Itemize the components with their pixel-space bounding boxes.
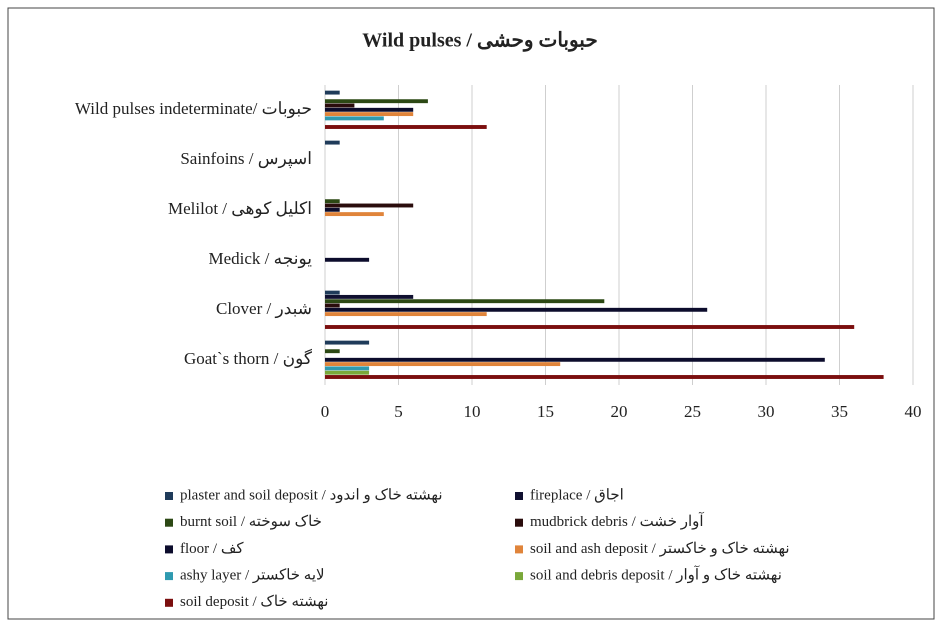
legend-label: fireplace / اجاق — [530, 487, 624, 503]
bar — [325, 370, 370, 375]
x-tick-label: 35 — [831, 402, 848, 421]
bar — [325, 107, 414, 112]
bar — [325, 116, 384, 121]
bar — [325, 140, 340, 145]
bar — [325, 366, 370, 371]
y-tick-label: Clover / شبدر — [216, 299, 312, 319]
x-tick-label: 30 — [758, 402, 775, 421]
bar — [325, 290, 340, 295]
legend-label: soil deposit / نهشته خاک — [180, 594, 328, 610]
bar — [325, 307, 708, 312]
legend-label: plaster and soil deposit / نهشته خاک و ا… — [180, 487, 443, 503]
bar — [325, 303, 340, 308]
bar — [325, 90, 340, 95]
bar — [325, 294, 414, 299]
bar — [325, 349, 340, 354]
chart-title: Wild pulses / حبوبات وحشی — [362, 30, 597, 53]
legend-swatch — [515, 492, 523, 500]
y-tick-label: Melilot / اکلیل کوهی — [168, 199, 312, 219]
y-tick-label: Wild pulses indeterminate/ حبوبات — [75, 99, 312, 119]
y-tick-label: Medick / یونجه — [209, 249, 313, 269]
bar — [325, 375, 884, 379]
bar — [325, 362, 561, 367]
x-tick-label: 0 — [321, 402, 330, 421]
legend-swatch — [515, 545, 523, 554]
bar — [325, 357, 825, 362]
legend-swatch — [165, 598, 173, 607]
legend-swatch — [165, 572, 173, 581]
legend-label: soil and ash deposit / نهشته خاک و خاکست… — [530, 541, 790, 557]
x-tick-label: 40 — [905, 402, 922, 421]
bar — [325, 199, 340, 204]
bar — [325, 212, 384, 217]
x-tick-label: 15 — [537, 402, 554, 421]
bar — [325, 125, 487, 129]
legend-swatch — [515, 518, 523, 527]
bar — [325, 312, 487, 317]
bar — [325, 203, 414, 208]
bar — [325, 99, 428, 104]
legend-swatch — [165, 545, 173, 554]
legend-label: soil and debris deposit / نهشته خاک و آو… — [530, 566, 782, 584]
bar — [325, 257, 370, 262]
bar — [325, 112, 414, 117]
legend-swatch — [165, 492, 173, 500]
x-tick-label: 10 — [464, 402, 481, 421]
bar — [325, 340, 370, 345]
legend-label: mudbrick debris / آوار خشت — [530, 512, 704, 530]
y-tick-label: Sainfoins / اسپرس — [180, 149, 312, 169]
legend-swatch — [515, 572, 523, 581]
bar — [325, 299, 605, 304]
legend-label: floor / کف — [180, 541, 244, 557]
bar — [325, 325, 855, 329]
legend-label: ashy layer / لایه خاکستر — [180, 568, 325, 584]
x-tick-label: 5 — [394, 402, 403, 421]
bar — [325, 207, 340, 212]
y-tick-label: Goat`s thorn / گون — [184, 348, 313, 369]
x-tick-label: 25 — [684, 402, 701, 421]
x-tick-label: 20 — [611, 402, 628, 421]
bar — [325, 103, 355, 108]
legend-label: burnt soil / خاک سوخته — [180, 514, 322, 530]
legend-swatch — [165, 518, 173, 527]
